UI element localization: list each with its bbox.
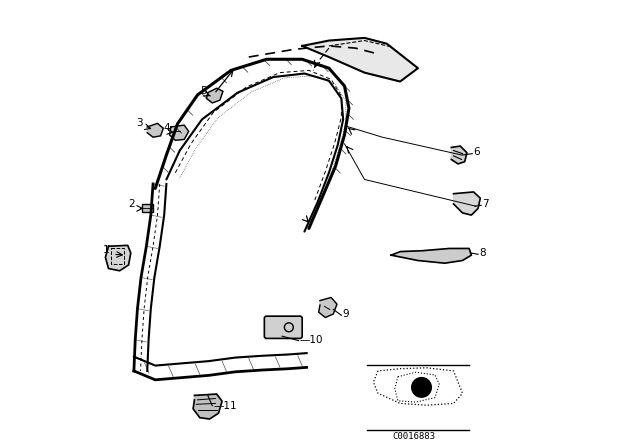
Circle shape [412, 378, 431, 397]
Bar [142, 204, 153, 211]
Text: 9: 9 [342, 310, 349, 319]
Text: —10: —10 [300, 335, 323, 345]
Polygon shape [106, 246, 131, 271]
Polygon shape [147, 123, 163, 137]
Polygon shape [207, 88, 223, 103]
Polygon shape [319, 297, 337, 318]
Text: 1: 1 [103, 245, 109, 255]
Text: C0016883: C0016883 [392, 432, 435, 441]
Text: 7: 7 [482, 199, 489, 209]
Text: —11: —11 [213, 401, 237, 411]
Text: 2: 2 [129, 199, 135, 209]
FancyBboxPatch shape [264, 316, 302, 338]
Polygon shape [302, 38, 418, 82]
Polygon shape [454, 192, 480, 215]
Text: 6: 6 [474, 147, 480, 157]
Polygon shape [170, 125, 189, 140]
Text: 5: 5 [201, 86, 207, 96]
Text: 3: 3 [136, 118, 143, 128]
Text: 4: 4 [163, 123, 170, 134]
Polygon shape [451, 146, 467, 164]
Polygon shape [391, 249, 472, 263]
Text: 8: 8 [479, 248, 486, 258]
Polygon shape [193, 394, 222, 419]
